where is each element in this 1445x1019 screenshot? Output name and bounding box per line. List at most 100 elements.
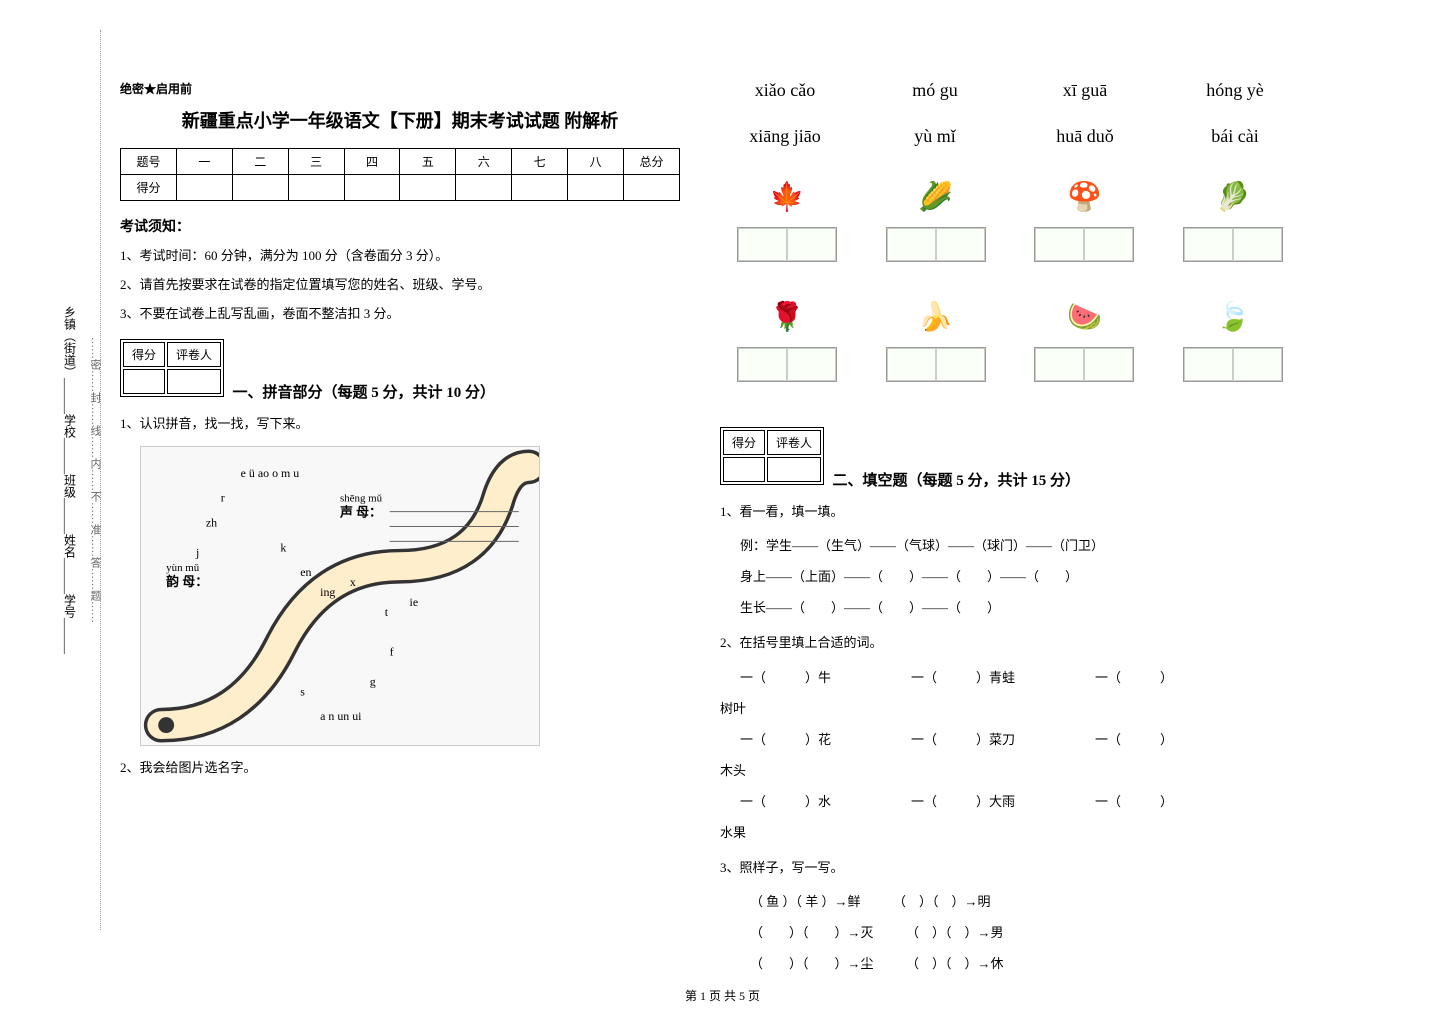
grader-label: 评卷人 [167, 342, 221, 367]
svg-text:e ü ao o m u: e ü ao o m u [241, 466, 300, 480]
answer-box[interactable] [886, 227, 986, 262]
svg-text:a n un ui: a n un ui [320, 709, 362, 723]
icons-row2: 🌹 🍌 🍉 🍃 [720, 292, 1300, 387]
page-footer: 第 1 页 共 5 页 [0, 987, 1445, 1004]
answer-box[interactable] [886, 347, 986, 382]
answer-box[interactable] [737, 227, 837, 262]
part2-title: 二、填空题（每题 5 分，共计 15 分） [833, 473, 1081, 489]
svg-text:yùn mǔ: yùn mǔ [166, 562, 200, 574]
svg-text:韵 母：: 韵 母： [166, 574, 208, 589]
fill-line: 生长——（ ）——（ ）——（ ） [720, 595, 1300, 621]
score-cell: 得分 [121, 175, 177, 201]
pinyin: xiāng jiāo [720, 126, 850, 147]
header-cell: 三 [288, 149, 344, 175]
maple-leaf-icon: 🍁 [762, 172, 812, 222]
pinyin: bái cài [1170, 126, 1300, 147]
word: 一（ ）牛 [740, 665, 831, 691]
compound-example: （ ）（ ）→尘 （ ）（ ）→休 [720, 951, 1300, 977]
score-cell[interactable] [624, 175, 680, 201]
pinyin-snake-diagram: e ü ao o m u r zh j k en ing x t ie f g … [140, 446, 540, 746]
grader-input[interactable] [767, 457, 821, 482]
mushroom-icon: 🍄 [1059, 172, 1109, 222]
cabbage-icon: 🥬 [1208, 172, 1258, 222]
fill-line: 身上——（上面）——（ ）——（ ）——（ ） [720, 564, 1300, 590]
pinyin: xiǎo cǎo [720, 80, 850, 101]
score-cell[interactable] [456, 175, 512, 201]
svg-text:g: g [370, 674, 376, 688]
p2-q2: 2、在括号里填上合适的词。 [720, 631, 1300, 654]
leaf-icon: 🍃 [1208, 292, 1258, 342]
score-input[interactable] [723, 457, 765, 482]
svg-text:k: k [280, 540, 286, 554]
right-column: xiǎo cǎo mó gu xī guā hóng yè xiāng jiāo… [720, 80, 1300, 982]
word: 一（ ）花 [740, 727, 831, 753]
svg-text:ie: ie [410, 595, 419, 609]
snake-svg: e ü ao o m u r zh j k en ing x t ie f g … [141, 447, 539, 745]
answer-box[interactable] [1183, 347, 1283, 382]
score-cell[interactable] [512, 175, 568, 201]
score-cell[interactable] [176, 175, 232, 201]
confidential-label: 绝密★启用前 [120, 80, 680, 97]
svg-text:r: r [221, 490, 225, 504]
answer-box[interactable] [1034, 347, 1134, 382]
header-cell: 七 [512, 149, 568, 175]
header-cell: 二 [232, 149, 288, 175]
svg-text:t: t [385, 605, 389, 619]
word: 一（ ） [1095, 727, 1173, 753]
header-cell: 六 [456, 149, 512, 175]
left-column: 绝密★启用前 新疆重点小学一年级语文【下册】期末考试试题 附解析 题号 一 二 … [120, 80, 680, 789]
header-cell: 五 [400, 149, 456, 175]
word-row: 一（ ）水 一（ ）大雨 一（ ） [720, 789, 1300, 820]
pinyin: xī guā [1020, 80, 1150, 101]
example: 例：学生——（生气）——（气球）——（球门）——（门卫） [720, 533, 1300, 559]
pinyin: huā duǒ [1020, 126, 1150, 147]
score-box: 得分 评卷人 [120, 339, 224, 397]
score-cell[interactable] [568, 175, 624, 201]
answer-box[interactable] [737, 347, 837, 382]
score-table: 题号 一 二 三 四 五 六 七 八 总分 得分 [120, 148, 680, 201]
notice-item: 3、不要在试卷上乱写乱画，卷面不整洁扣 3 分。 [120, 304, 680, 325]
q1-text: 1、认识拼音，找一找，写下来。 [120, 412, 680, 435]
compound-example: （ ）（ ）→灭 （ ）（ ）→男 [720, 920, 1300, 946]
word: 一（ ）菜刀 [911, 727, 1015, 753]
answer-box[interactable] [1183, 227, 1283, 262]
notice-item: 2、请首先按要求在试卷的指定位置填写您的姓名、班级、学号。 [120, 275, 680, 296]
svg-text:en: en [300, 565, 311, 579]
grader-input[interactable] [167, 369, 221, 394]
score-input[interactable] [123, 369, 165, 394]
corn-icon: 🌽 [911, 172, 961, 222]
score-label: 得分 [123, 342, 165, 367]
answer-box[interactable] [1034, 227, 1134, 262]
header-cell: 题号 [121, 149, 177, 175]
word-row: 一（ ）牛 一（ ）青蛙 一（ ） [720, 665, 1300, 696]
svg-text:ing: ing [320, 585, 335, 599]
header-cell: 八 [568, 149, 624, 175]
pinyin: hóng yè [1170, 80, 1300, 101]
word: 一（ ）水 [740, 789, 831, 815]
svg-text:j: j [195, 545, 199, 559]
svg-text:shēng mǔ: shēng mǔ [340, 492, 383, 504]
compound-example: （ 鱼 ）（ 羊 ）→鲜 （ ）（ ）→明 [720, 889, 1300, 915]
dotted-seal-line [100, 30, 101, 930]
flower-icon: 🌹 [762, 292, 812, 342]
icons-row1: 🍁 🌽 🍄 🥬 [720, 172, 1300, 267]
score-box: 得分 评卷人 [720, 427, 824, 485]
svg-text:f: f [390, 644, 394, 658]
grader-label: 评卷人 [767, 430, 821, 455]
word-suffix: 树叶 [720, 696, 1300, 722]
word: 一（ ）大雨 [911, 789, 1015, 815]
score-table-score-row: 得分 [121, 175, 680, 201]
banana-icon: 🍌 [911, 292, 961, 342]
word-suffix: 木头 [720, 758, 1300, 784]
score-label: 得分 [723, 430, 765, 455]
score-cell[interactable] [288, 175, 344, 201]
word: 一（ ）青蛙 [911, 665, 1015, 691]
score-cell[interactable] [344, 175, 400, 201]
watermelon-icon: 🍉 [1059, 292, 1109, 342]
score-cell[interactable] [232, 175, 288, 201]
score-cell[interactable] [400, 175, 456, 201]
binding-inner: ……密……封……线……内……不……准……答……题…… [85, 30, 105, 930]
notice-header: 考试须知： [120, 216, 680, 236]
score-table-header-row: 题号 一 二 三 四 五 六 七 八 总分 [121, 149, 680, 175]
svg-text:zh: zh [206, 515, 217, 529]
